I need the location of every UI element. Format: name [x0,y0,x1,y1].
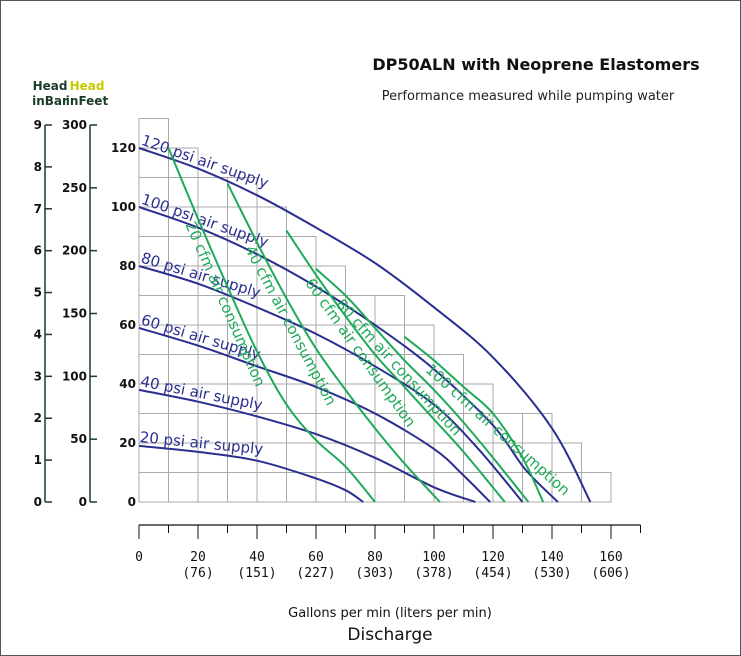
grid-cell [286,383,317,414]
chart-title: DP50ALN with Neoprene Elastomers [372,55,699,74]
grid-cell [374,472,405,503]
x-axis-label: Gallons per min (liters per min) [288,606,492,621]
feet-tick-label: 100 [62,369,87,383]
feet-tick-label: 0 [79,495,87,509]
x-tick-sublabel: (76) [182,566,213,581]
x-tick-sublabel: (454) [473,566,512,581]
grid-cell [286,442,317,473]
grid-cell [256,472,287,503]
grid-cell [315,442,346,473]
x-tick-sublabel: (303) [355,566,394,581]
bar-tick-label: 6 [34,244,42,258]
feet-tick-label: 50 [70,432,87,446]
air-curve [315,268,530,503]
grid-cell [581,472,612,503]
head-tick-label: 120 [111,141,136,155]
x-tick-sublabel: (378) [414,566,453,581]
pressure-curve [138,206,559,503]
grid-cell [374,295,405,326]
bar-tick-label: 3 [34,369,42,383]
feet-tick-label: 300 [62,118,87,132]
x-tick-sublabel: (606) [591,566,630,581]
pressure-curve-label: 120 psi air supply [139,131,271,192]
grid-cell [522,413,553,444]
grid-cell [551,442,582,473]
feet-tick-label: 150 [62,307,87,321]
bar-tick-label: 2 [34,411,42,425]
x-tick-label: 100 [422,550,445,565]
x-tick-sublabel: (530) [532,566,571,581]
x-tick-label: 80 [367,550,383,565]
pressure-curve [138,326,491,503]
x-tick-label: 140 [540,550,563,565]
feet-axis-unit: inFeet [66,94,109,108]
grid-cell [197,354,228,385]
feet-axis-title: Head [70,79,105,93]
air-curve [285,230,506,503]
grid-cell [138,472,169,503]
air-curve [167,147,376,503]
x-tick-label: 40 [249,550,265,565]
bar-axis-title: Head [33,79,68,93]
head-tick-label: 60 [119,318,136,332]
head-tick-label: 80 [119,259,136,273]
pressure-curve-label: 40 psi air supply [139,372,264,414]
grid-cell [345,413,376,444]
head-tick-label: 40 [119,377,136,391]
x-tick-sublabel: (227) [296,566,335,581]
feet-tick-label: 250 [62,181,87,195]
x-axis-label-2: Discharge [347,625,432,645]
grid-cell [404,472,435,503]
x-tick-label: 20 [190,550,206,565]
bar-tick-label: 7 [34,202,42,216]
pressure-curve [138,265,524,503]
grid-cell [197,177,228,208]
head-tick-label: 20 [119,436,136,450]
head-tick-label: 0 [128,495,136,509]
air-curve [226,182,441,503]
x-tick-label: 160 [599,550,622,565]
grid-cell [463,472,494,503]
x-tick-label: 0 [135,550,143,565]
grid-cell [197,472,228,503]
bar-tick-label: 0 [34,495,42,509]
head-tick-label: 100 [111,200,136,214]
bar-tick-label: 1 [34,453,42,467]
air-curve [403,336,545,503]
bar-tick-label: 4 [34,327,42,341]
pressure-curve [138,147,592,503]
pressure-curve-label: 20 psi air supply [139,428,264,458]
x-tick-sublabel: (151) [237,566,276,581]
x-tick-label: 60 [308,550,324,565]
bar-tick-label: 5 [34,286,42,300]
grid-cell [227,472,258,503]
pressure-curve [138,444,364,503]
chart-subtitle: Performance measured while pumping water [382,89,675,104]
pressure-curve [138,388,476,503]
feet-tick-label: 200 [62,244,87,258]
bar-tick-label: 8 [34,160,42,174]
bar-tick-label: 9 [34,118,42,132]
grid-cell [168,472,199,503]
bar-axis-unit: inBar [32,94,68,108]
x-tick-label: 120 [481,550,504,565]
